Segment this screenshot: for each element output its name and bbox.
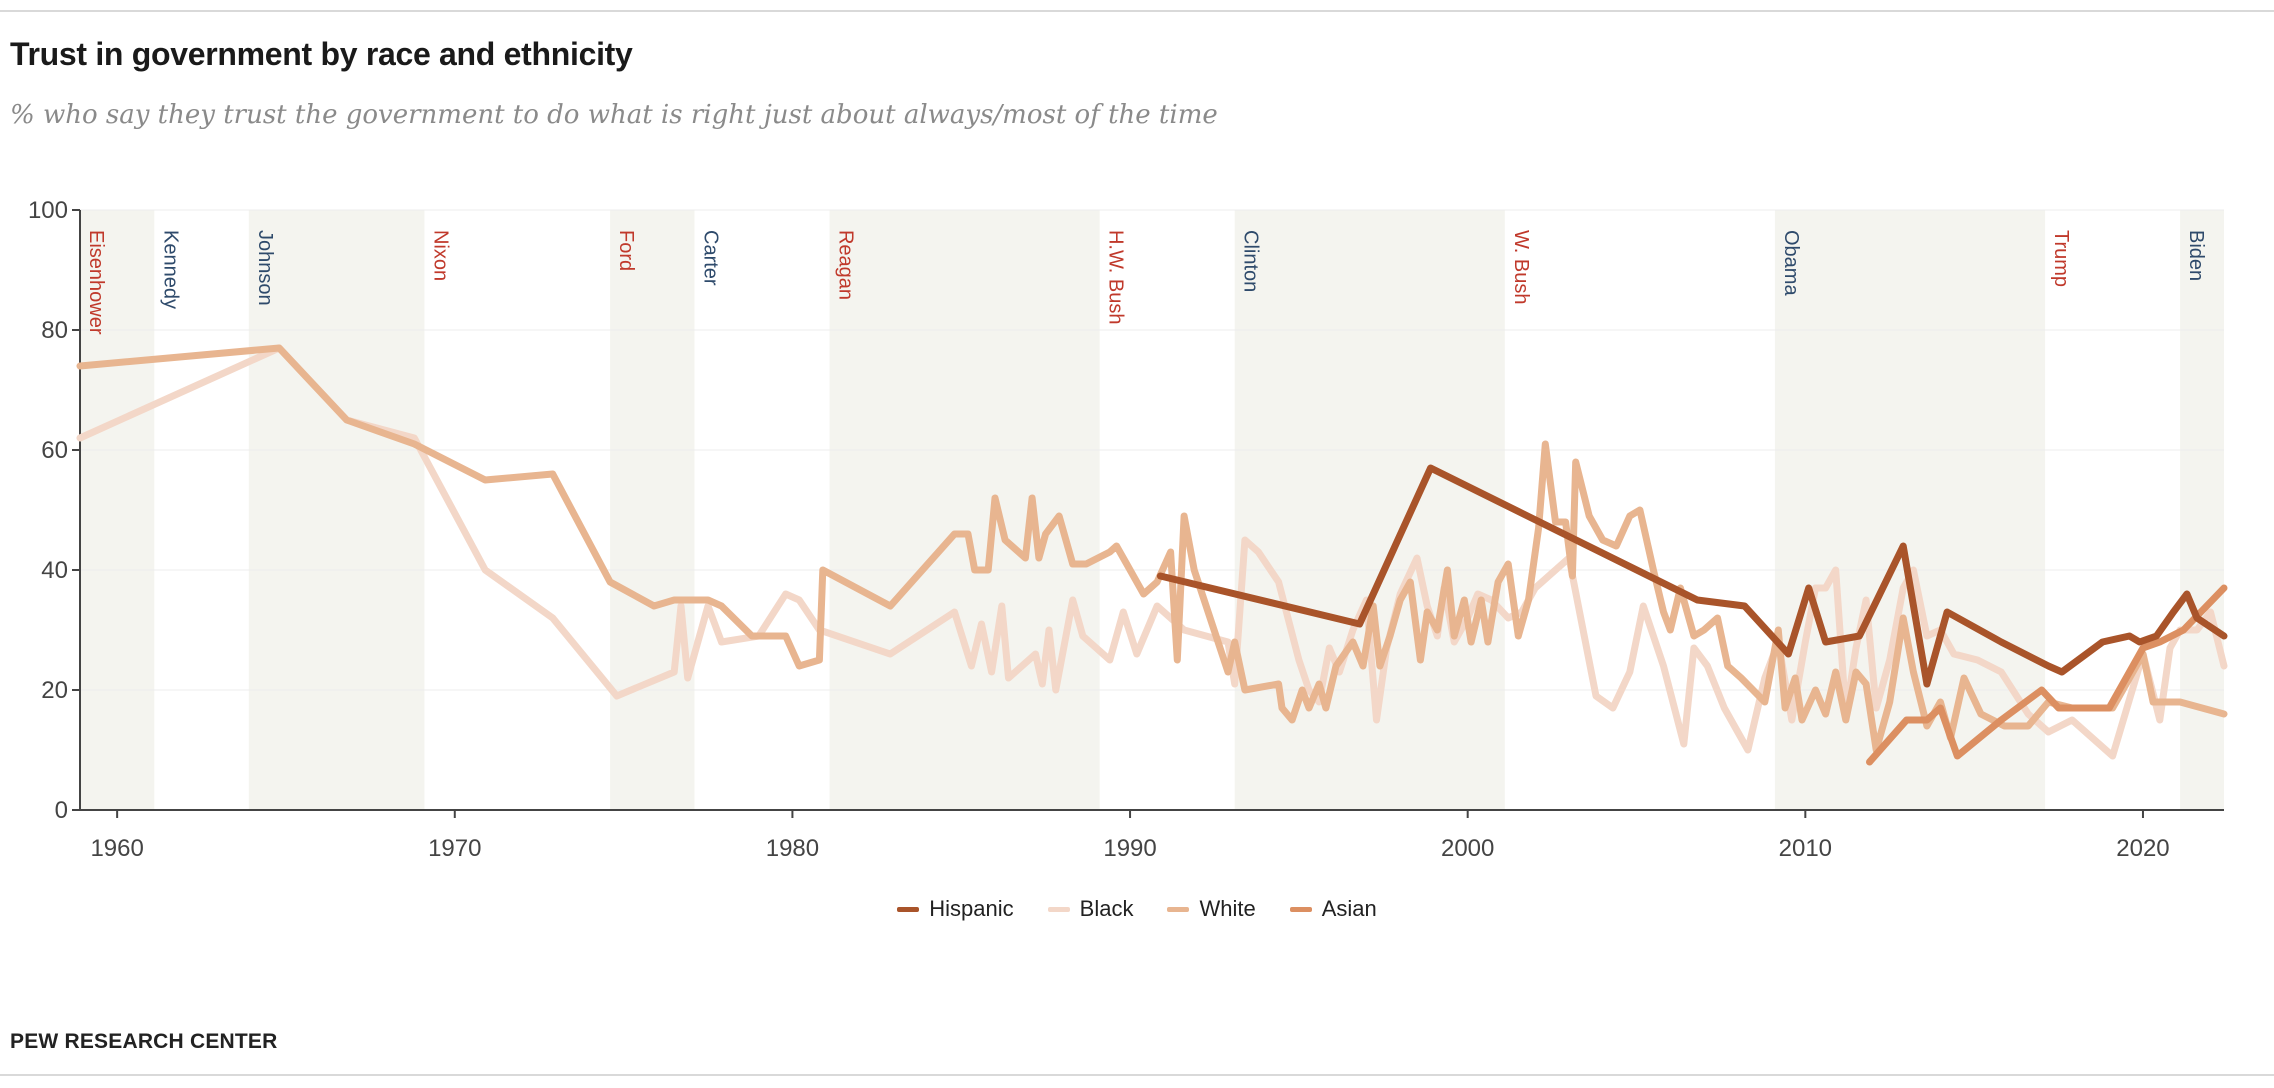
president-label-h-w-bush: H.W. Bush bbox=[1105, 230, 1127, 324]
legend-swatch bbox=[1047, 906, 1070, 912]
bottom-rule bbox=[0, 1074, 2274, 1076]
legend: Hispanic Black White Asian bbox=[0, 896, 2274, 922]
president-label-reagan: Reagan bbox=[835, 230, 857, 300]
chart-title: Trust in government by race and ethnicit… bbox=[10, 36, 633, 72]
legend-swatch bbox=[897, 906, 920, 912]
term-band-obama bbox=[1774, 210, 2046, 810]
president-label-trump: Trump bbox=[2050, 230, 2072, 287]
president-label-kennedy: Kennedy bbox=[159, 230, 181, 309]
top-rule bbox=[0, 10, 2274, 12]
source-label: PEW RESEARCH CENTER bbox=[10, 1030, 278, 1053]
legend-item-white: White bbox=[1167, 896, 1256, 922]
trust-line-chart: Eisenhower Kennedy Johnson Nixon Ford Carter R… bbox=[28, 197, 2228, 862]
president-label-ford: Ford bbox=[615, 230, 637, 271]
term-band-biden bbox=[2180, 210, 2224, 810]
legend-label: White bbox=[1199, 896, 1256, 921]
president-label-carter: Carter bbox=[700, 230, 722, 286]
x-tick-label: 1980 bbox=[766, 835, 819, 862]
term-band-eisenhower bbox=[80, 210, 155, 810]
term-band-ford bbox=[610, 210, 695, 810]
y-tick-label: 40 bbox=[41, 557, 68, 584]
chart-subtitle: % who say they trust the government to d… bbox=[10, 100, 1218, 130]
legend-label: Asian bbox=[1321, 896, 1377, 921]
legend-item-hispanic: Hispanic bbox=[897, 896, 1014, 922]
x-tick-label: 2020 bbox=[2116, 835, 2169, 862]
president-label-w-bush: W. Bush bbox=[1510, 230, 1532, 304]
series-line-white bbox=[76, 344, 2228, 754]
legend-item-black: Black bbox=[1047, 896, 1134, 922]
y-tick-label: 60 bbox=[41, 437, 68, 464]
president-label-clinton: Clinton bbox=[1240, 230, 1262, 292]
legend-item-asian: Asian bbox=[1289, 896, 1377, 922]
president-label-nixon: Nixon bbox=[429, 230, 451, 281]
legend-label: Hispanic bbox=[929, 896, 1014, 921]
series-line-asian bbox=[1866, 584, 2228, 766]
y-tick-label: 20 bbox=[41, 677, 68, 704]
president-label-eisenhower: Eisenhower bbox=[85, 230, 107, 335]
legend-label: Black bbox=[1079, 896, 1134, 921]
president-label-johnson: Johnson bbox=[254, 230, 276, 306]
legend-swatch bbox=[1289, 906, 1312, 912]
series-line-hispanic bbox=[1156, 464, 2228, 688]
y-tick-label: 0 bbox=[55, 797, 68, 824]
legend-swatch bbox=[1167, 906, 1190, 912]
term-band-reagan bbox=[829, 210, 1100, 810]
x-tick-label: 2000 bbox=[1441, 835, 1494, 862]
x-tick-label: 1990 bbox=[1103, 835, 1156, 862]
y-tick-label: 80 bbox=[41, 317, 68, 344]
president-label-biden: Biden bbox=[2185, 230, 2207, 281]
president-label-obama: Obama bbox=[1780, 230, 1802, 296]
y-tick-label: 100 bbox=[28, 197, 68, 224]
term-band-clinton bbox=[1234, 210, 1505, 810]
term-band-johnson bbox=[248, 210, 425, 810]
x-tick-label: 2010 bbox=[1779, 835, 1832, 862]
x-tick-label: 1970 bbox=[428, 835, 481, 862]
x-tick-label: 1960 bbox=[90, 835, 143, 862]
